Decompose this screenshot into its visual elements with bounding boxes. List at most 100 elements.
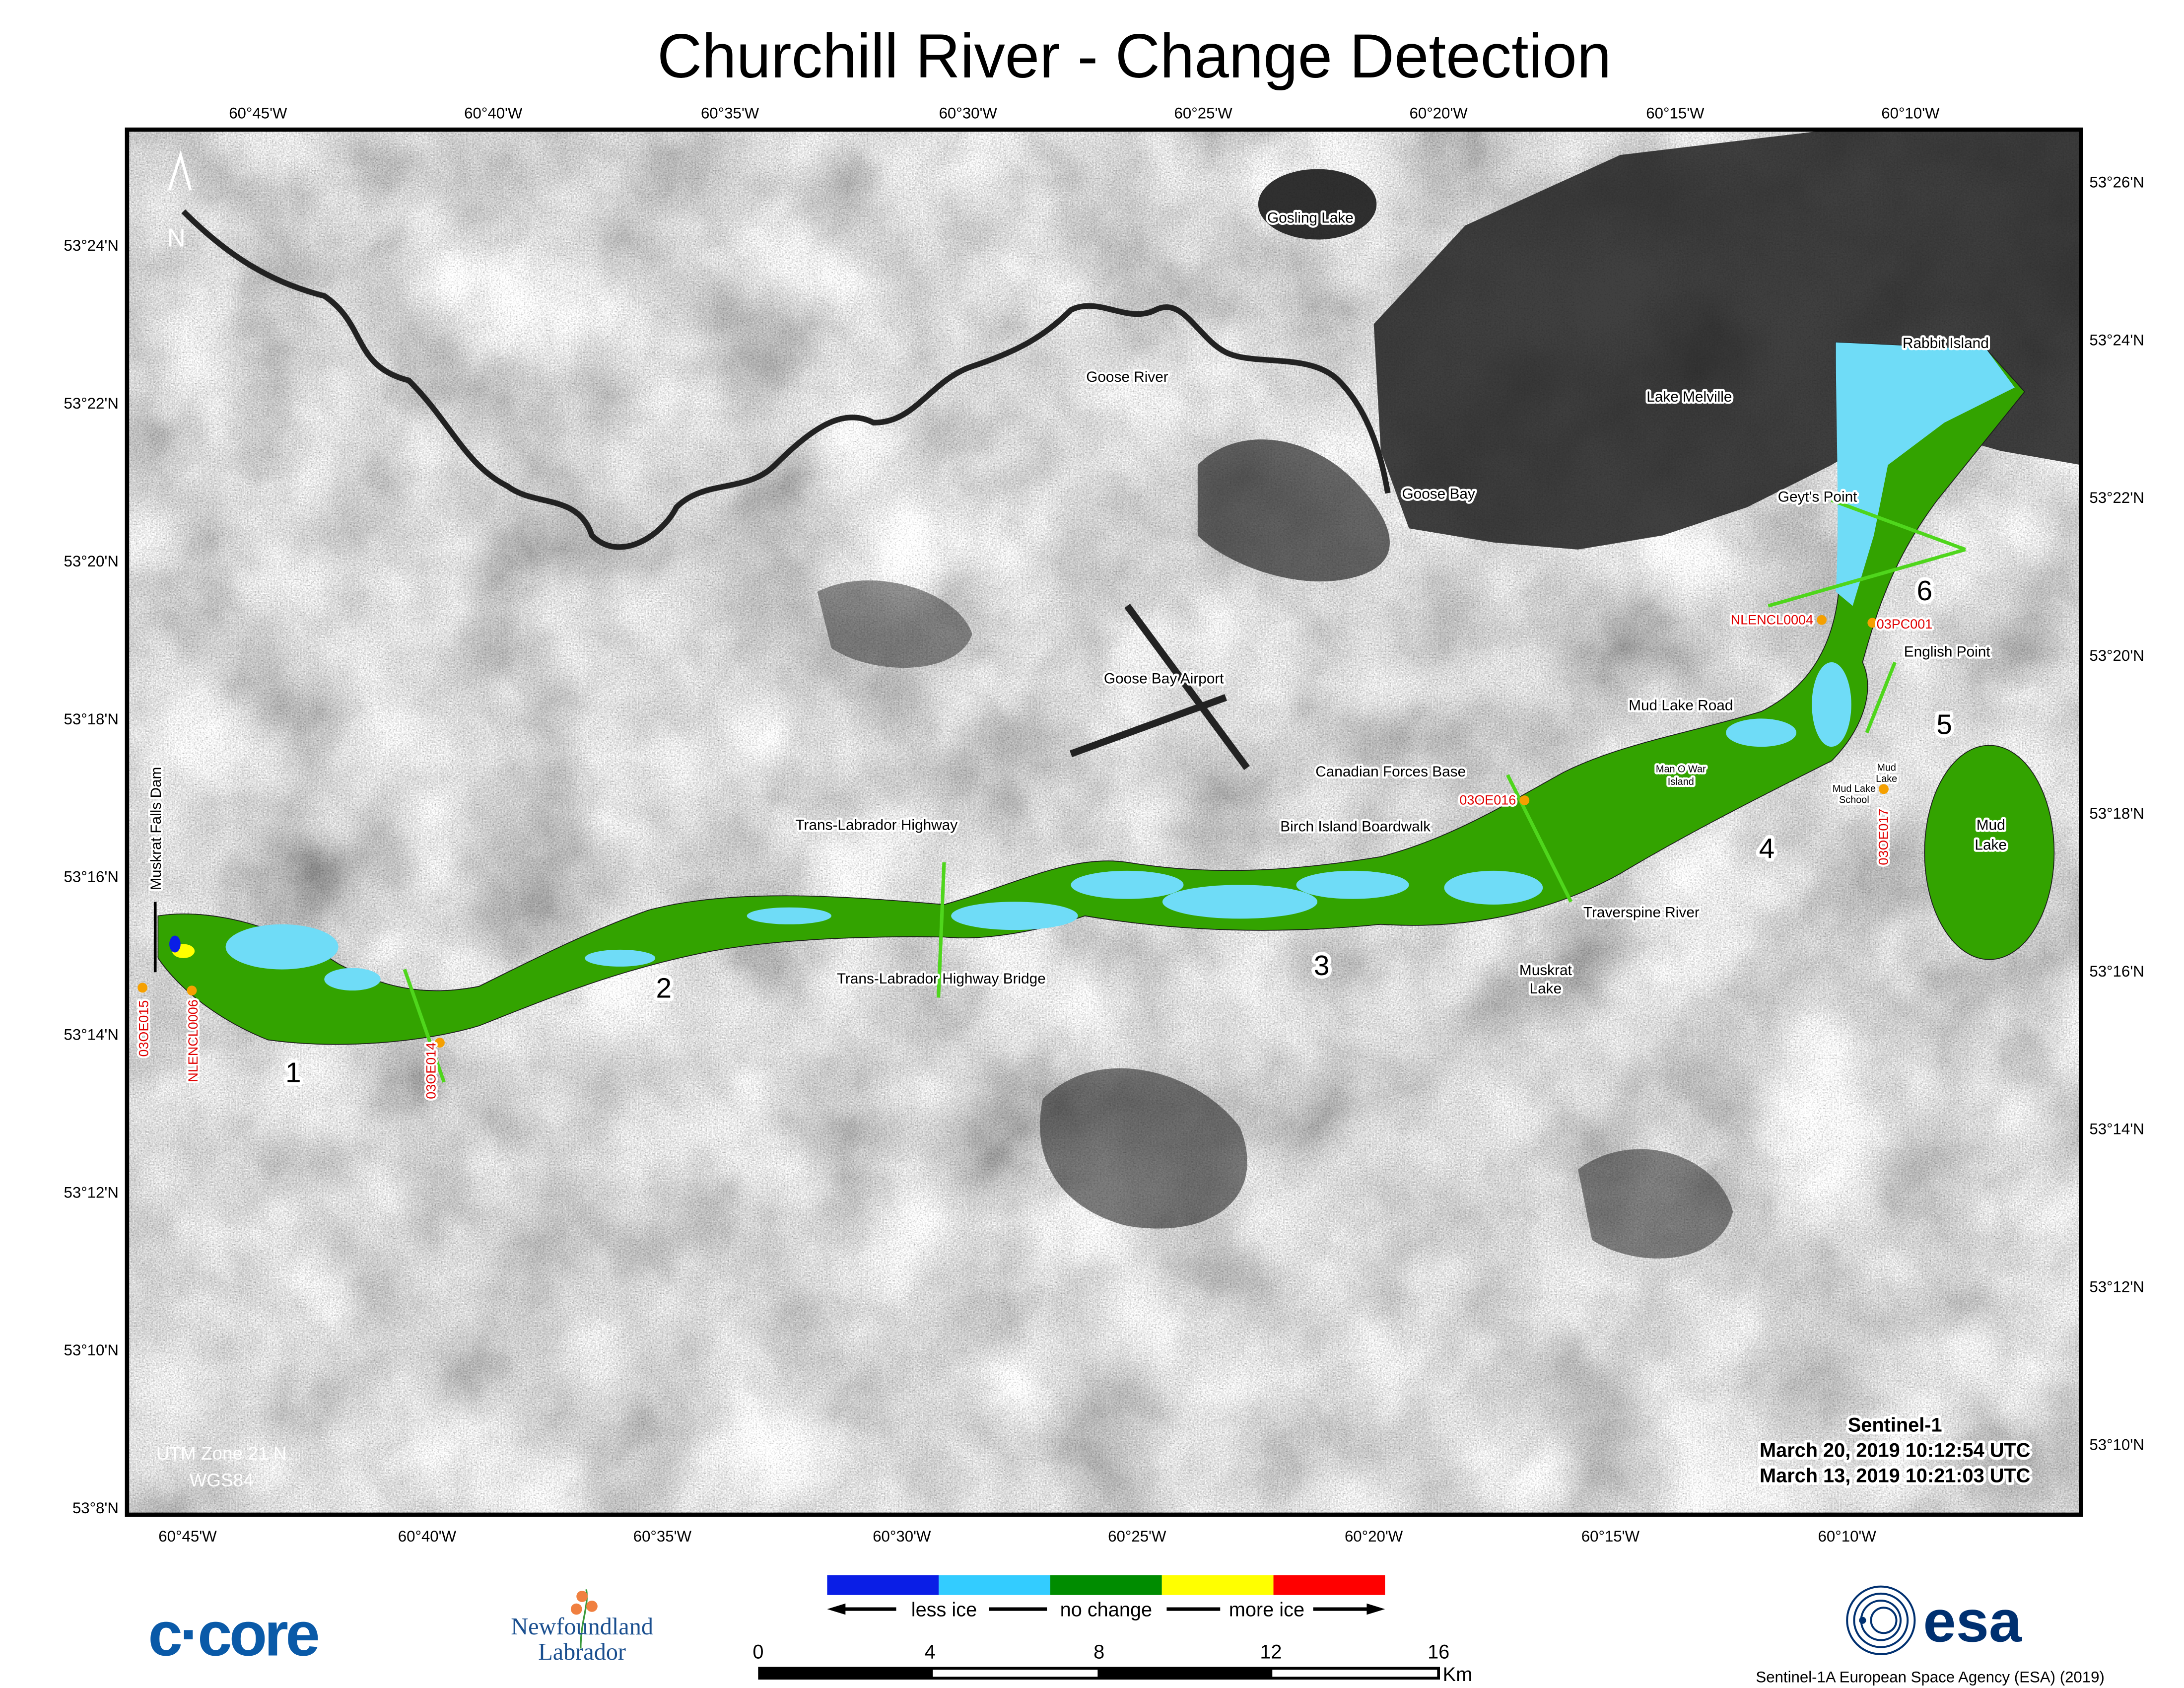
top-lon-label: 60°30'W (939, 104, 998, 122)
label-man-o-war-1: Man O War (1656, 764, 1706, 774)
label-station-nlencl0004: NLENCL0004 (1731, 612, 1813, 627)
less-ice-patches (225, 342, 2015, 991)
right-lat-label: 53°22'N (2089, 489, 2144, 506)
section-number-5: 5 (1936, 709, 1952, 741)
station-dot-03oe014[interactable] (435, 1038, 445, 1048)
legend-label-less-ice: less ice (911, 1599, 977, 1620)
label-geyts-point: Geyt's Point (1778, 489, 1857, 505)
label-mud-lake-small-2: Lake (1876, 774, 1897, 784)
left-lat-label: 53°10'N (64, 1341, 119, 1359)
label-mud-lake-2: Lake (1975, 837, 2007, 853)
label-english-point: English Point (1904, 644, 1991, 660)
left-lat-label: 53°16'N (64, 868, 119, 886)
label-trans-labrador-highway: Trans-Labrador Highway (795, 817, 957, 834)
label-station-03oe014: 03OE014 (423, 1043, 438, 1099)
scale-unit: Km (1443, 1664, 1473, 1686)
acquisition-date-2: March 13, 2019 10:21:03 UTC (1760, 1465, 2030, 1487)
label-muskrat-lake-2: Lake (1530, 981, 1562, 997)
goose-river (181, 209, 1391, 550)
station-dot-03oe017[interactable] (1879, 784, 1889, 794)
image-credit: Sentinel-1A European Space Agency (ESA) … (1756, 1669, 2105, 1686)
legend-swatch (1273, 1575, 1385, 1595)
legend-label-no-change: no change (1060, 1599, 1153, 1620)
label-station-nlencl0006: NLENCL0006 (186, 999, 201, 1082)
right-lat-label: 53°20'N (2089, 647, 2144, 664)
left-lat-label: 53°24'N (64, 237, 119, 254)
right-lat-label: 53°10'N (2089, 1436, 2144, 1453)
label-mud-lake-road: Mud Lake Road (1629, 697, 1733, 713)
bottom-lon-label: 60°20'W (1345, 1528, 1403, 1545)
label-gosling-lake: Gosling Lake (1267, 210, 1354, 226)
much-less-ice-patches (169, 935, 181, 953)
label-goose-river: Goose River (1086, 369, 1168, 385)
bottom-lon-label: 60°10'W (1818, 1528, 1877, 1545)
station-dot-03pc001[interactable] (1867, 618, 1878, 628)
top-lon-label: 60°25'W (1174, 104, 1233, 122)
section-number-6: 6 (1917, 575, 1933, 607)
esa-logo-text: esa (1923, 1588, 2023, 1654)
top-lon-label: 60°35'W (701, 104, 759, 122)
section-number-4: 4 (1759, 833, 1775, 864)
label-canadian-forces-base: Canadian Forces Base (1315, 764, 1466, 780)
nl-logo-line-2: Labrador (538, 1639, 626, 1665)
section-number-2: 2 (656, 973, 672, 1004)
station-dot-nlencl0006[interactable] (187, 985, 197, 996)
left-lat-label: 53°18'N (64, 710, 119, 728)
north-arrow-icon: N (167, 150, 192, 252)
label-man-o-war-2: Island (1668, 776, 1694, 787)
station-dots (137, 615, 1889, 1048)
left-lat-label: 53°22'N (64, 395, 119, 412)
bottom-lon-label: 60°40'W (398, 1528, 457, 1545)
legend-swatch (1161, 1575, 1274, 1595)
esa-logo: esa (1846, 1585, 2023, 1655)
scale-tick-4: 4 (925, 1641, 936, 1663)
section-number-3: 3 (1314, 950, 1330, 982)
scale-tick-12: 12 (1260, 1641, 1282, 1663)
bottom-lon-label: 60°25'W (1108, 1528, 1166, 1545)
label-station-03oe017: 03OE017 (1876, 809, 1891, 865)
gosling-lake-water (1258, 169, 1377, 240)
acquisition-date-1: March 20, 2019 10:12:54 UTC (1760, 1440, 2030, 1462)
legend-label-more-ice: more ice (1229, 1599, 1304, 1620)
scale-tick-16: 16 (1428, 1641, 1449, 1663)
scale-tick-0: 0 (752, 1641, 763, 1663)
legend: less ice no change more ice (827, 1575, 1385, 1620)
bottom-lon-label: 60°15'W (1581, 1528, 1640, 1545)
north-label: N (167, 224, 186, 252)
label-station-03oe016: 03OE016 (1459, 793, 1516, 808)
label-muskrat-falls-dam: Muskrat Falls Dam (148, 767, 164, 890)
mud-lake-water (1924, 745, 2055, 960)
station-dot-nlencl0004[interactable] (1817, 615, 1827, 625)
top-lon-label: 60°20'W (1410, 104, 1468, 122)
graticule-labels: 60°45'W 60°40'W 60°35'W 60°30'W 60°25'W 60°20… (64, 104, 2144, 1545)
label-rabbit-island: Rabbit Island (1903, 335, 1989, 352)
label-station-03pc001: 03PC001 (1877, 617, 1932, 632)
right-lat-label: 53°14'N (2089, 1121, 2144, 1138)
left-lat-label: 53°12'N (64, 1184, 119, 1201)
right-lat-label: 53°18'N (2089, 805, 2144, 822)
sar-image: N Gosling Lake Goose River Lake Melville… (127, 130, 2081, 1515)
station-dot-03oe016[interactable] (1519, 795, 1530, 805)
newfoundland-labrador-logo: Newfoundland Labrador (511, 1589, 653, 1665)
projection-datum: WGS84 (190, 1470, 254, 1490)
left-lat-label: 53°8'N (72, 1499, 119, 1517)
label-traverspine-river: Traverspine River (1583, 905, 1700, 921)
airport-runways (1070, 604, 1250, 770)
top-lon-label: 60°40'W (464, 104, 523, 122)
change-detection-layer (157, 342, 2055, 1045)
top-lon-label: 60°10'W (1881, 104, 1940, 122)
label-birch-island-boardwalk: Birch Island Boardwalk (1280, 818, 1431, 835)
label-muskrat-lake-1: Muskrat (1519, 962, 1572, 979)
legend-swatch (939, 1575, 1050, 1595)
label-mud-lake-1: Mud (1977, 817, 2005, 834)
right-lat-label: 53°24'N (2089, 331, 2144, 349)
map-title: Churchill River - Change Detection (657, 22, 1611, 91)
scale-bar: 0 4 8 12 16 Km (752, 1641, 1472, 1685)
station-dot-03oe015[interactable] (137, 983, 148, 993)
label-station-03oe015: 03OE015 (136, 1000, 151, 1057)
left-lat-label: 53°20'N (64, 553, 119, 570)
legend-swatch (827, 1575, 939, 1595)
projection-zone: UTM Zone 21 N (156, 1443, 286, 1464)
label-goose-bay-airport: Goose Bay Airport (1104, 670, 1224, 687)
right-lat-label: 53°12'N (2089, 1278, 2144, 1296)
